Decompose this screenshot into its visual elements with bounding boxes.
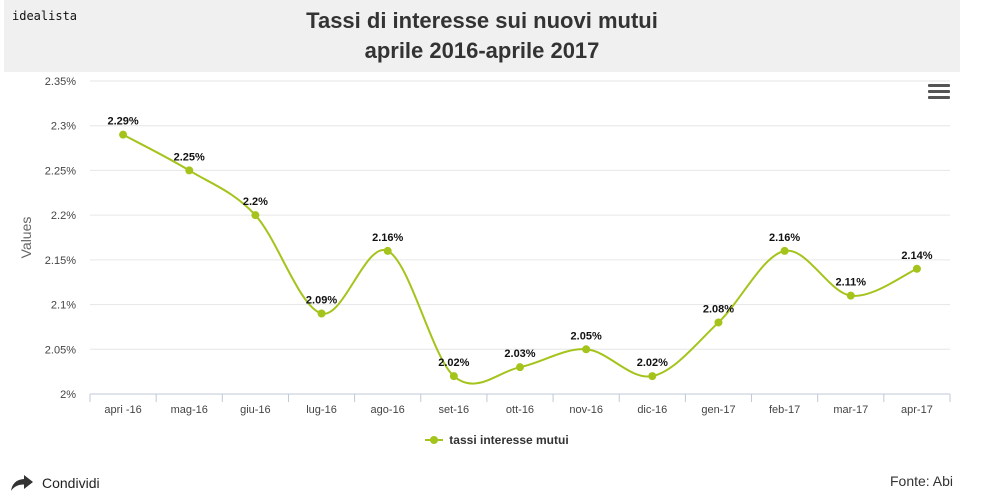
data-label: 2.02% bbox=[637, 357, 668, 369]
data-label: 2.16% bbox=[769, 232, 800, 244]
hamburger-menu-icon[interactable] bbox=[928, 84, 950, 102]
data-label: 2.14% bbox=[901, 250, 932, 262]
grid-lines bbox=[90, 80, 950, 350]
source-credit: Fonte: Abi bbox=[890, 473, 954, 489]
chart-header: idealista Tassi di interesse sui nuovi m… bbox=[4, 0, 960, 72]
x-tick-label: giu-16 bbox=[240, 404, 271, 416]
y-tick-label: 2.2% bbox=[51, 210, 76, 222]
data-point[interactable] bbox=[714, 318, 723, 327]
data-point[interactable] bbox=[185, 166, 194, 175]
share-button[interactable]: Condividi bbox=[10, 474, 100, 492]
chart-subtitle: aprile 2016-aprile 2017 bbox=[364, 38, 600, 63]
data-point[interactable] bbox=[317, 309, 326, 318]
data-label: 2.02% bbox=[438, 357, 469, 369]
data-label: 2.2% bbox=[243, 196, 268, 208]
idealista-logo: idealista bbox=[12, 9, 78, 23]
legend-item[interactable]: tassi interesse mutui bbox=[425, 433, 569, 447]
data-point[interactable] bbox=[648, 372, 657, 381]
x-tick-label: ago-16 bbox=[371, 404, 405, 416]
series-line bbox=[122, 133, 918, 385]
y-tick-label: 2.25% bbox=[45, 165, 76, 177]
x-tick-label: mar-17 bbox=[833, 404, 868, 416]
data-point[interactable] bbox=[383, 246, 392, 255]
x-tick-label: set-16 bbox=[439, 404, 470, 416]
y-tick-label: 2.15% bbox=[45, 255, 76, 267]
data-label: 2.03% bbox=[504, 348, 535, 360]
x-axis: apri -16 mag-16 giu-16 lug-16 ago-16 set-16 ot… bbox=[89, 393, 951, 416]
data-point[interactable] bbox=[780, 246, 789, 255]
data-label: 2.16% bbox=[372, 232, 403, 244]
chart-title: Tassi di interesse sui nuovi mutui bbox=[306, 8, 658, 33]
data-point[interactable] bbox=[516, 363, 524, 372]
data-label: 2.25% bbox=[174, 151, 205, 163]
data-label: 2.09% bbox=[306, 295, 337, 307]
share-arrow-icon bbox=[11, 475, 33, 491]
data-point[interactable] bbox=[119, 130, 128, 139]
x-tick-label: nov-16 bbox=[569, 404, 603, 416]
data-label: 2.11% bbox=[835, 277, 866, 289]
data-point[interactable] bbox=[582, 345, 591, 354]
x-tick-label: dic-16 bbox=[637, 404, 667, 416]
x-tick-label: apri -16 bbox=[104, 404, 141, 416]
data-points bbox=[119, 130, 921, 381]
data-point[interactable] bbox=[912, 264, 921, 273]
legend-marker-icon bbox=[425, 436, 444, 444]
x-tick-label: mag-16 bbox=[171, 404, 208, 416]
data-point[interactable] bbox=[846, 291, 855, 300]
data-label: 2.08% bbox=[703, 303, 734, 315]
data-label: 2.29% bbox=[107, 116, 138, 128]
x-tick-label: lug-16 bbox=[306, 404, 337, 416]
x-tick-label: gen-17 bbox=[701, 404, 735, 416]
data-point[interactable] bbox=[251, 211, 260, 220]
x-tick-label: apr-17 bbox=[901, 404, 933, 416]
y-tick-label: 2% bbox=[60, 389, 76, 401]
y-tick-label: 2.3% bbox=[51, 121, 76, 133]
data-point[interactable] bbox=[449, 372, 458, 381]
legend: tassi interesse mutui bbox=[0, 433, 994, 448]
legend-label: tassi interesse mutui bbox=[449, 433, 569, 447]
x-tick-label: feb-17 bbox=[769, 404, 800, 416]
y-tick-label: 2.05% bbox=[45, 344, 76, 356]
y-tick-label: 2.1% bbox=[51, 300, 76, 312]
data-labels: 2.29% 2.25% 2.2% 2.09% 2.16% 2.02% 2.03% 2.05% 2… bbox=[107, 116, 932, 369]
y-tick-label: 2.35% bbox=[45, 76, 76, 88]
data-label: 2.05% bbox=[571, 330, 602, 342]
share-label: Condividi bbox=[42, 475, 100, 491]
x-tick-label: ott-16 bbox=[506, 404, 534, 416]
y-axis-ticks: 2% 2.05% 2.1% 2.15% 2.2% 2.25% 2.3% 2.35% bbox=[45, 76, 76, 401]
y-axis-title: Values bbox=[18, 217, 34, 259]
